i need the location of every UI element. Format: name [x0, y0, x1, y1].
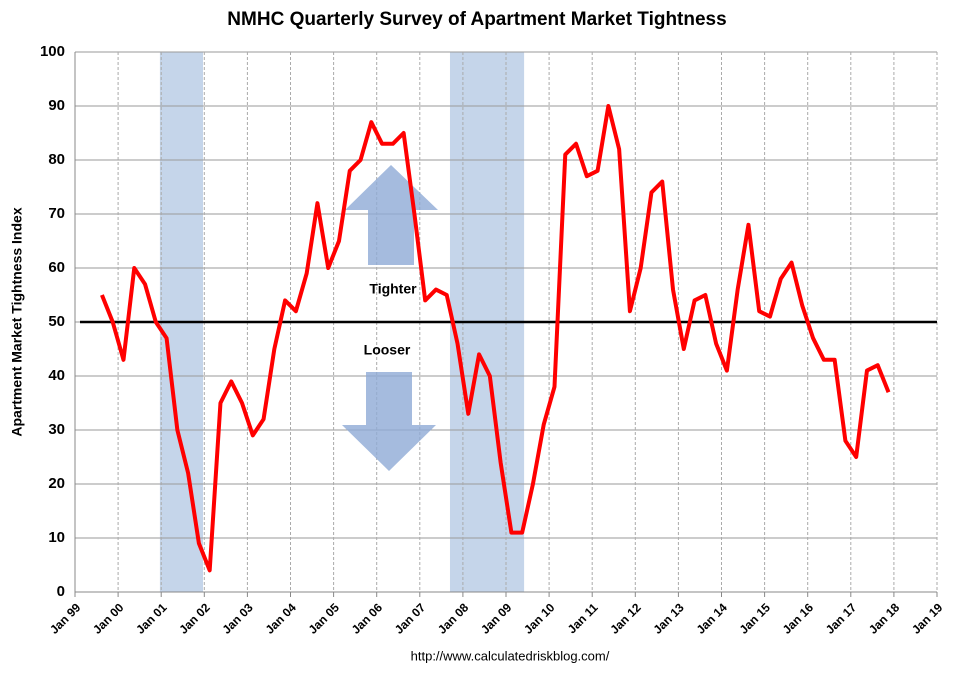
- y-tick-label: 40: [48, 367, 65, 384]
- x-tick-label: Jan 14: [694, 600, 731, 637]
- x-tick-label: Jan 11: [565, 600, 601, 636]
- x-tick-label: Jan 10: [521, 600, 558, 637]
- x-tick-label: Jan 12: [607, 600, 644, 637]
- x-tick-label: Jan 04: [263, 600, 300, 637]
- y-tick-label: 0: [57, 583, 65, 600]
- down-arrow: [342, 372, 436, 471]
- x-tick-label: Jan 07: [392, 600, 429, 637]
- up-arrow: [345, 165, 438, 265]
- source: http://www.calculatedriskblog.com/: [411, 648, 610, 663]
- x-tick-label: Jan 19: [909, 600, 946, 637]
- x-tick-label: Jan 01: [133, 600, 170, 637]
- x-tick-label: Jan 00: [90, 600, 127, 637]
- x-tick-label: Jan 05: [306, 600, 343, 637]
- x-tick-label: Jan 06: [349, 600, 386, 637]
- chart-title: NMHC Quarterly Survey of Apartment Marke…: [227, 9, 726, 30]
- x-tick-label: Jan 16: [780, 600, 817, 637]
- data-line: [100, 104, 891, 573]
- y-tick-label: 10: [48, 529, 65, 546]
- y-tick-label: 50: [48, 313, 65, 330]
- x-tick-label: Jan 18: [866, 600, 903, 637]
- y-tick-label: 90: [48, 97, 65, 114]
- x-tick-label: Jan 08: [435, 600, 472, 637]
- x-tick-label: Jan 13: [650, 600, 687, 637]
- x-tick-label: Jan 99: [47, 600, 84, 637]
- annotation: Looser: [364, 342, 411, 358]
- y-tick-label: 70: [48, 205, 65, 222]
- y-axis-label: Apartment Market Tightness Index: [9, 207, 25, 436]
- annotation: Tighter: [369, 281, 417, 297]
- x-tick-label: Jan 02: [176, 600, 213, 637]
- y-tick-label: 80: [48, 151, 65, 168]
- y-tick-label: 60: [48, 259, 65, 276]
- y-tick-label: 100: [40, 43, 65, 60]
- x-tick-label: Jan 09: [478, 600, 515, 637]
- y-tick-label: 20: [48, 475, 65, 492]
- x-tick-label: Jan 03: [219, 600, 256, 637]
- y-tick-label: 30: [48, 421, 65, 438]
- x-tick-label: Jan 17: [823, 600, 860, 637]
- x-tick-label: Jan 15: [737, 600, 774, 637]
